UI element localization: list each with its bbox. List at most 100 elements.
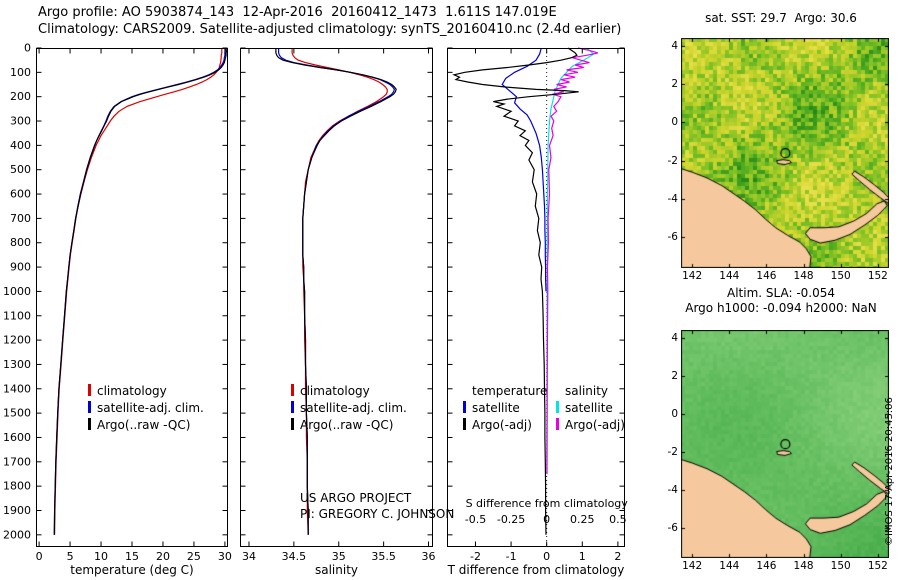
- s-tick-label: -0.5: [465, 513, 486, 526]
- legend-swatch-argo: [88, 418, 91, 430]
- salinity-panel-legend: climatology satellite-adj. clim. Argo(..…: [291, 383, 407, 434]
- depth-tick-label: 2000: [3, 528, 31, 541]
- legend-label: satellite-adj. clim.: [300, 401, 407, 415]
- legend-swatch-satellite-clim: [88, 401, 91, 413]
- x-tick-label: 2: [614, 550, 621, 563]
- legend-swatch-t-satellite: [463, 401, 466, 413]
- x-tick-label: 30: [218, 550, 232, 563]
- x-tick-label: -2: [470, 550, 481, 563]
- map-y-tick-label: -6: [667, 231, 678, 244]
- map-y-tick-label: 4: [671, 331, 678, 344]
- legend-label: satellite: [565, 401, 613, 415]
- map-x-tick-label: 152: [867, 560, 888, 572]
- sla-map-canvas: [681, 330, 889, 558]
- legend-label: Argo(-adj): [472, 418, 532, 432]
- legend-swatch-climatology: [88, 384, 91, 396]
- map-y-tick-label: 4: [671, 39, 678, 52]
- map-y-tick-label: -6: [667, 521, 678, 534]
- legend-swatch-argo: [291, 418, 294, 430]
- x-tick-label: 0: [543, 550, 550, 563]
- series-argo-raw-qc-: [275, 48, 397, 535]
- depth-tick-label: 1800: [3, 480, 31, 493]
- plot-area-1: 34 34.5 35 35.5 36: [240, 47, 436, 563]
- x-tick-label: 35: [332, 550, 346, 563]
- map-x-tick-label: 144: [719, 560, 740, 572]
- x-tick-label: 34.5: [282, 550, 307, 563]
- legend-swatch-s-satellite: [556, 401, 559, 413]
- project-annotation: US ARGO PROJECT: [300, 491, 412, 505]
- map-y-tick-label: 0: [671, 116, 678, 129]
- legend-swatch-climatology: [291, 384, 294, 396]
- map-y-tick-label: -2: [667, 154, 678, 167]
- legend-item: climatology: [291, 383, 407, 400]
- sst-map: [681, 38, 889, 268]
- map-y-tick-label: -4: [667, 483, 678, 496]
- copyright-watermark: ©IMOS 17-Apr-2016 20:45:06: [884, 397, 895, 546]
- legend-item: Argo(-adj): [556, 417, 625, 434]
- legend-item: climatology: [88, 383, 204, 400]
- map-x-tick-label: 148: [793, 560, 814, 572]
- map-x-tick-label: 152: [867, 270, 888, 282]
- legend-header-temperature: temperature: [472, 384, 548, 398]
- figure-subtitle: Climatology: CARS2009. Satellite-adjuste…: [38, 22, 622, 37]
- map-y-tick-label: 2: [671, 369, 678, 382]
- depth-tick-label: 1500: [3, 407, 31, 420]
- pi-annotation: PI: GREGORY C. JOHNSON: [300, 507, 455, 521]
- legend-item: satellite: [463, 400, 547, 417]
- s-tick-label: -0.25: [497, 513, 525, 526]
- x-tick-label: -1: [506, 550, 517, 563]
- depth-tick-label: 300: [10, 115, 31, 128]
- depth-tick-label: 400: [10, 139, 31, 152]
- x-tick-label: 5: [67, 550, 74, 563]
- legend-label: satellite: [472, 401, 520, 415]
- x-tick-label: 34: [242, 550, 256, 563]
- legend-swatch-t-argo: [463, 418, 466, 430]
- depth-tick-label: 500: [10, 163, 31, 176]
- legend-header-salinity: salinity: [565, 384, 609, 398]
- depth-tick-label: 1900: [3, 504, 31, 517]
- plot-area-0: 0 5 10 15 20 25 300100200300400500600700800900…: [3, 42, 232, 564]
- legend-swatch-s-argo: [556, 418, 559, 430]
- x-tick-label: 35.5: [371, 550, 396, 563]
- difference-legend-temperature: temperature satellite Argo(-adj): [463, 383, 547, 434]
- plot-border: [447, 48, 625, 547]
- x-tick-label: 25: [187, 550, 201, 563]
- s-difference-axis-label: S difference from climatology: [466, 497, 629, 510]
- legend-label: Argo(..raw -QC): [97, 418, 191, 432]
- map-x-tick-label: 146: [756, 270, 777, 282]
- legend-item: Argo(..raw -QC): [291, 417, 407, 434]
- depth-tick-label: 1000: [3, 285, 31, 298]
- s-tick-label: 0.5: [609, 513, 627, 526]
- sla-map-title: Altim. SLA: -0.054: [726, 286, 836, 300]
- map-y-tick-label: 0: [671, 407, 678, 420]
- map-x-tick-label: 150: [830, 560, 851, 572]
- series-salinity-argo-adj-: [546, 47, 599, 475]
- map-y-tick-label: -4: [667, 193, 678, 205]
- salinity-profile-panel: 34 34.5 35 35.5 36: [240, 47, 436, 563]
- depth-tick-label: 1700: [3, 455, 31, 468]
- map-x-tick-label: 150: [830, 270, 851, 282]
- figure-title: Argo profile: AO 5903874_143 12-Apr-2016…: [38, 5, 557, 20]
- depth-tick-label: 1400: [3, 382, 31, 395]
- map-y-tick-label: 2: [671, 78, 678, 90]
- legend-item: Argo(..raw -QC): [88, 417, 204, 434]
- depth-tick-label: 1600: [3, 431, 31, 444]
- depth-tick-label: 1100: [3, 309, 31, 322]
- x-tick-label: 1: [579, 550, 586, 563]
- difference-profile-panel: -2 -1 0 1 2 S difference from climatology -0.5…: [447, 47, 628, 563]
- x-tick-label: 20: [156, 550, 170, 563]
- depth-tick-label: 1300: [3, 358, 31, 371]
- depth-tick-label: 800: [10, 236, 31, 249]
- plot-area-2: -2 -1 0 1 2 S difference from climatology -0.5…: [447, 47, 628, 563]
- series-temperature-argo-adj-: [452, 47, 579, 535]
- depth-tick-label: 600: [10, 188, 31, 201]
- s-tick-label: 0.25: [570, 513, 595, 526]
- depth-tick-label: 900: [10, 261, 31, 274]
- legend-label: climatology: [97, 384, 167, 398]
- map-y-tick-label: -2: [667, 445, 678, 458]
- depth-tick-label: 0: [24, 42, 31, 55]
- x-tick-label: 0: [36, 550, 43, 563]
- legend-item: satellite: [556, 400, 625, 417]
- legend-item: Argo(-adj): [463, 417, 547, 434]
